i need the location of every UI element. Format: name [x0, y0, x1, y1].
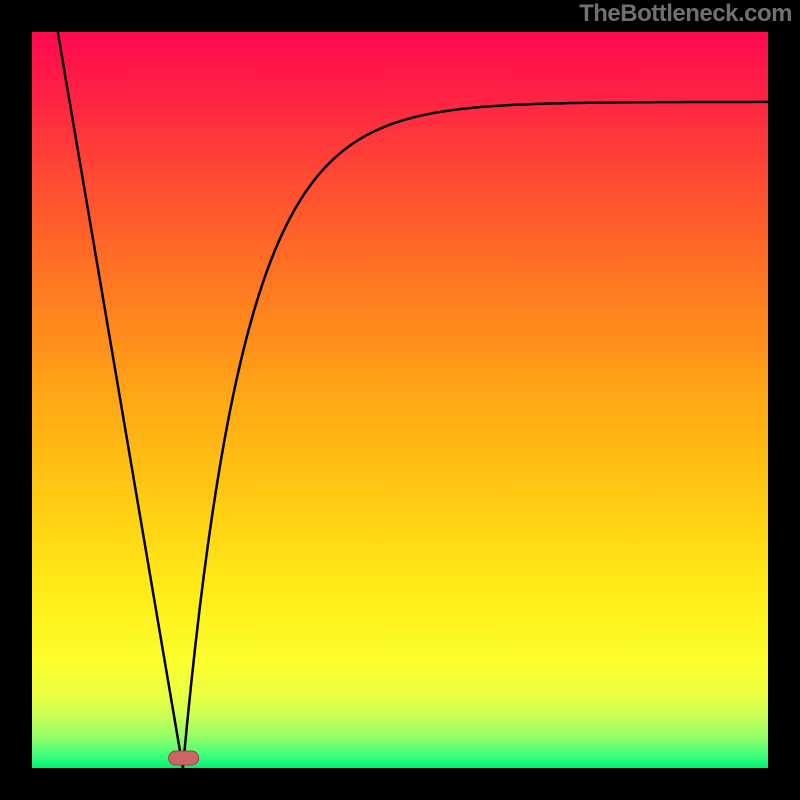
watermark-text: TheBottleneck.com	[579, 0, 792, 28]
bottleneck-chart	[0, 0, 800, 800]
figure-container: TheBottleneck.com	[0, 0, 800, 800]
minimum-marker	[169, 751, 199, 765]
plot-background	[32, 32, 768, 768]
